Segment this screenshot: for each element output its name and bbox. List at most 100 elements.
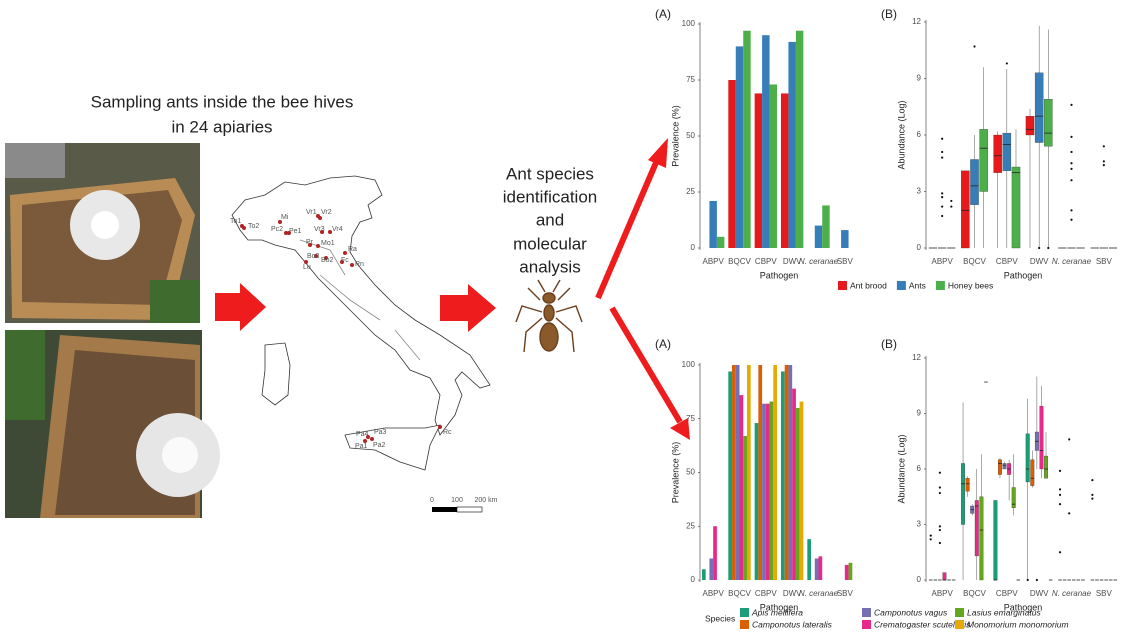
x-tick-label: DWV <box>1030 257 1049 266</box>
site-label: Bo2 <box>321 257 334 264</box>
box <box>974 500 979 557</box>
site-label: Pa2 <box>373 442 386 449</box>
y-tick-label: 50 <box>686 131 695 140</box>
box <box>979 496 984 581</box>
x-tick-label: N. ceranae <box>1052 257 1092 266</box>
legend-swatch <box>862 608 871 617</box>
x-axis-title: Pathogen <box>1004 602 1043 612</box>
box <box>1025 433 1030 483</box>
site-label: Lu <box>303 264 311 271</box>
outlier <box>1070 103 1073 106</box>
site-label: Bo3 <box>307 253 320 260</box>
site-label: Vr3 <box>314 226 325 233</box>
method-line: Ant species <box>506 164 594 183</box>
heading-line: in 24 apiaries <box>171 117 272 136</box>
legend-label: Apis mellifera <box>751 607 803 617</box>
outlier <box>941 205 944 208</box>
legend-swatch <box>740 620 749 629</box>
bar <box>769 401 774 580</box>
y-tick-label: 75 <box>686 75 695 84</box>
outlier <box>1068 438 1071 441</box>
legend-label: Ant brood <box>850 280 887 290</box>
outlier <box>941 192 944 195</box>
box <box>1002 463 1007 470</box>
hive-photo <box>5 330 220 518</box>
outlier <box>938 541 941 545</box>
outlier <box>1038 246 1041 250</box>
x-tick-label: CBPV <box>996 589 1018 598</box>
y-tick-label: 100 <box>682 360 696 369</box>
y-tick-label: 25 <box>686 521 695 530</box>
outlier <box>1058 551 1062 554</box>
legend-label: Camponotus vagus <box>874 607 948 617</box>
site-label: Pr <box>306 239 314 246</box>
box <box>1011 166 1021 249</box>
bar <box>762 403 766 580</box>
bar <box>788 41 796 248</box>
outlier <box>941 156 944 159</box>
x-tick-label: CBPV <box>755 589 777 598</box>
bar <box>788 365 793 580</box>
outlier <box>1058 469 1062 472</box>
outlier <box>938 525 941 528</box>
bar <box>765 403 770 580</box>
site-label: Pa1 <box>355 443 368 450</box>
box <box>970 159 979 205</box>
y-axis-title: Prevalence (%) <box>670 442 680 504</box>
y-tick-label: 9 <box>917 409 922 418</box>
outlier <box>1058 503 1062 506</box>
site-label: Rc <box>443 429 452 436</box>
x-tick-label: ABPV <box>702 257 724 266</box>
outlier <box>941 137 944 140</box>
site-label: Vr2 <box>321 209 332 216</box>
bar <box>716 236 725 248</box>
outlier <box>1091 493 1094 496</box>
outlier <box>1026 578 1029 582</box>
bar <box>814 558 819 580</box>
bar <box>754 93 763 248</box>
y-axis-title: Abundance (Log) <box>896 434 906 503</box>
y-tick-label: 0 <box>917 575 922 584</box>
outlier <box>941 214 944 218</box>
x-tick-label: DWV <box>783 257 802 266</box>
bar <box>773 365 778 580</box>
panel-label: (B) <box>881 7 897 21</box>
outlier <box>1047 246 1050 250</box>
box <box>1034 72 1044 143</box>
box <box>961 170 970 249</box>
bar <box>713 526 717 580</box>
y-tick-label: 0 <box>691 575 696 584</box>
method-line: and <box>536 210 564 229</box>
x-tick-label: DWV <box>1030 589 1049 598</box>
x-tick-label: ABPV <box>931 589 953 598</box>
scale-bar <box>432 506 483 513</box>
outlier <box>1058 493 1062 496</box>
bar <box>848 562 853 580</box>
bar <box>735 365 740 580</box>
bar <box>732 365 736 580</box>
outlier <box>941 150 944 154</box>
legend-label: Monomorium monomorium <box>967 619 1069 629</box>
method-line: identification <box>503 187 598 206</box>
method-line: analysis <box>519 257 580 276</box>
panel-label: (A) <box>655 7 671 21</box>
bar <box>814 225 823 248</box>
scale-label: 0 <box>430 497 434 504</box>
panel-label: (B) <box>881 337 897 351</box>
arrow <box>215 283 266 331</box>
site-label: Mo1 <box>321 240 335 247</box>
x-tick-label: N. ceranae <box>1052 589 1092 598</box>
bar <box>754 423 759 580</box>
outlier <box>938 486 941 489</box>
bar <box>784 365 789 580</box>
hive-photo <box>5 143 200 323</box>
box <box>942 572 947 581</box>
y-tick-label: 12 <box>912 17 921 26</box>
box <box>993 500 998 581</box>
x-tick-label: BQCV <box>728 257 751 266</box>
outlier <box>929 538 932 541</box>
bar <box>743 435 747 580</box>
outlier <box>929 534 932 537</box>
legend-label: Camponotus lateralis <box>752 619 833 629</box>
outlier <box>1070 209 1073 212</box>
